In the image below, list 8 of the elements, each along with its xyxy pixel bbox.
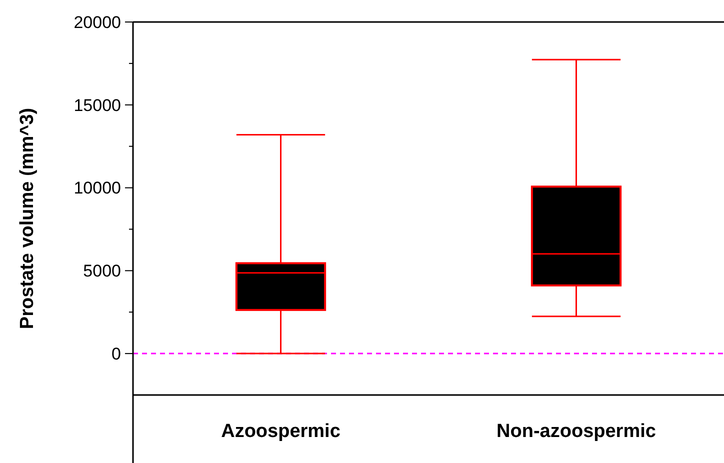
x-tick-label: Azoospermic (221, 421, 341, 442)
x-tick-label: Non-azoospermic (496, 421, 656, 442)
y-tick-label: 15000 (74, 96, 121, 115)
y-tick-label: 5000 (83, 262, 121, 281)
y-tick-label: 0 (112, 344, 121, 364)
y-tick-label: 10000 (74, 178, 121, 198)
y-tick-label: 20000 (74, 12, 121, 32)
y-axis-title: Prostate volume (mm^3) (17, 108, 38, 330)
